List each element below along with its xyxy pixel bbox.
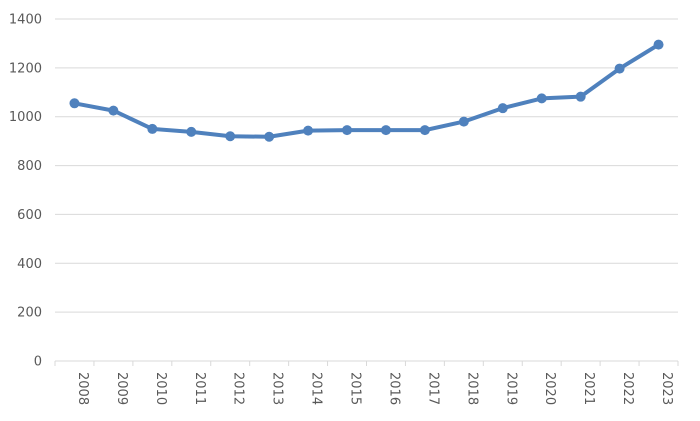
data-point-2023 [653, 39, 664, 50]
x-tick-label-2016: 2016 [386, 372, 401, 405]
data-point-2014 [303, 125, 314, 136]
x-tick-label-2013: 2013 [270, 372, 285, 405]
data-point-2009 [108, 105, 119, 116]
data-point-2018 [458, 116, 469, 127]
x-tick-label-2010: 2010 [153, 372, 168, 405]
data-point-2016 [380, 125, 391, 136]
series-layer [69, 39, 664, 142]
y-tick-label-400: 400 [17, 257, 42, 272]
y-tick-label-1000: 1000 [9, 110, 42, 125]
data-point-2012 [225, 131, 236, 142]
data-point-2015 [342, 125, 353, 136]
data-point-2019 [497, 103, 508, 114]
data-point-2020 [536, 93, 547, 104]
y-tick-label-200: 200 [17, 306, 42, 321]
series-line-0 [72, 42, 661, 139]
x-tick-label-2020: 2020 [542, 372, 557, 405]
x-tick-label-2009: 2009 [114, 372, 129, 405]
data-point-2010 [147, 123, 158, 134]
data-point-2022 [614, 63, 625, 74]
y-tick-label-0: 0 [34, 355, 42, 370]
data-point-2008 [69, 98, 80, 109]
data-point-2013 [264, 131, 275, 142]
x-tick-label-2019: 2019 [503, 372, 518, 405]
y-tick-label-1400: 1400 [9, 13, 42, 28]
data-point-2017 [419, 125, 430, 136]
x-tick-label-2023: 2023 [659, 372, 674, 405]
x-tick-label-2017: 2017 [425, 372, 440, 405]
x-tick-label-2015: 2015 [348, 372, 363, 405]
gridlines [55, 18, 678, 362]
x-tick-label-2018: 2018 [464, 372, 479, 405]
x-axis-ticks: 2008 2009 2010 2011 2012 2013 2014 2015 2016 2017… [54, 361, 679, 405]
x-tick-label-2012: 2012 [231, 372, 246, 405]
y-tick-label-800: 800 [17, 159, 42, 174]
data-point-2011 [186, 126, 197, 137]
x-tick-label-2011: 2011 [192, 372, 207, 405]
x-tick-label-2014: 2014 [309, 372, 324, 405]
x-tick-label-2008: 2008 [75, 372, 90, 405]
y-tick-label-1200: 1200 [9, 61, 42, 76]
y-tick-label-600: 600 [17, 208, 42, 223]
y-axis-ticks: 0 200 400 600 800 1000 1200 1400 [9, 13, 42, 370]
data-point-2021 [575, 91, 586, 102]
x-tick-label-2022: 2022 [620, 372, 635, 405]
x-tick-label-2021: 2021 [581, 372, 596, 405]
